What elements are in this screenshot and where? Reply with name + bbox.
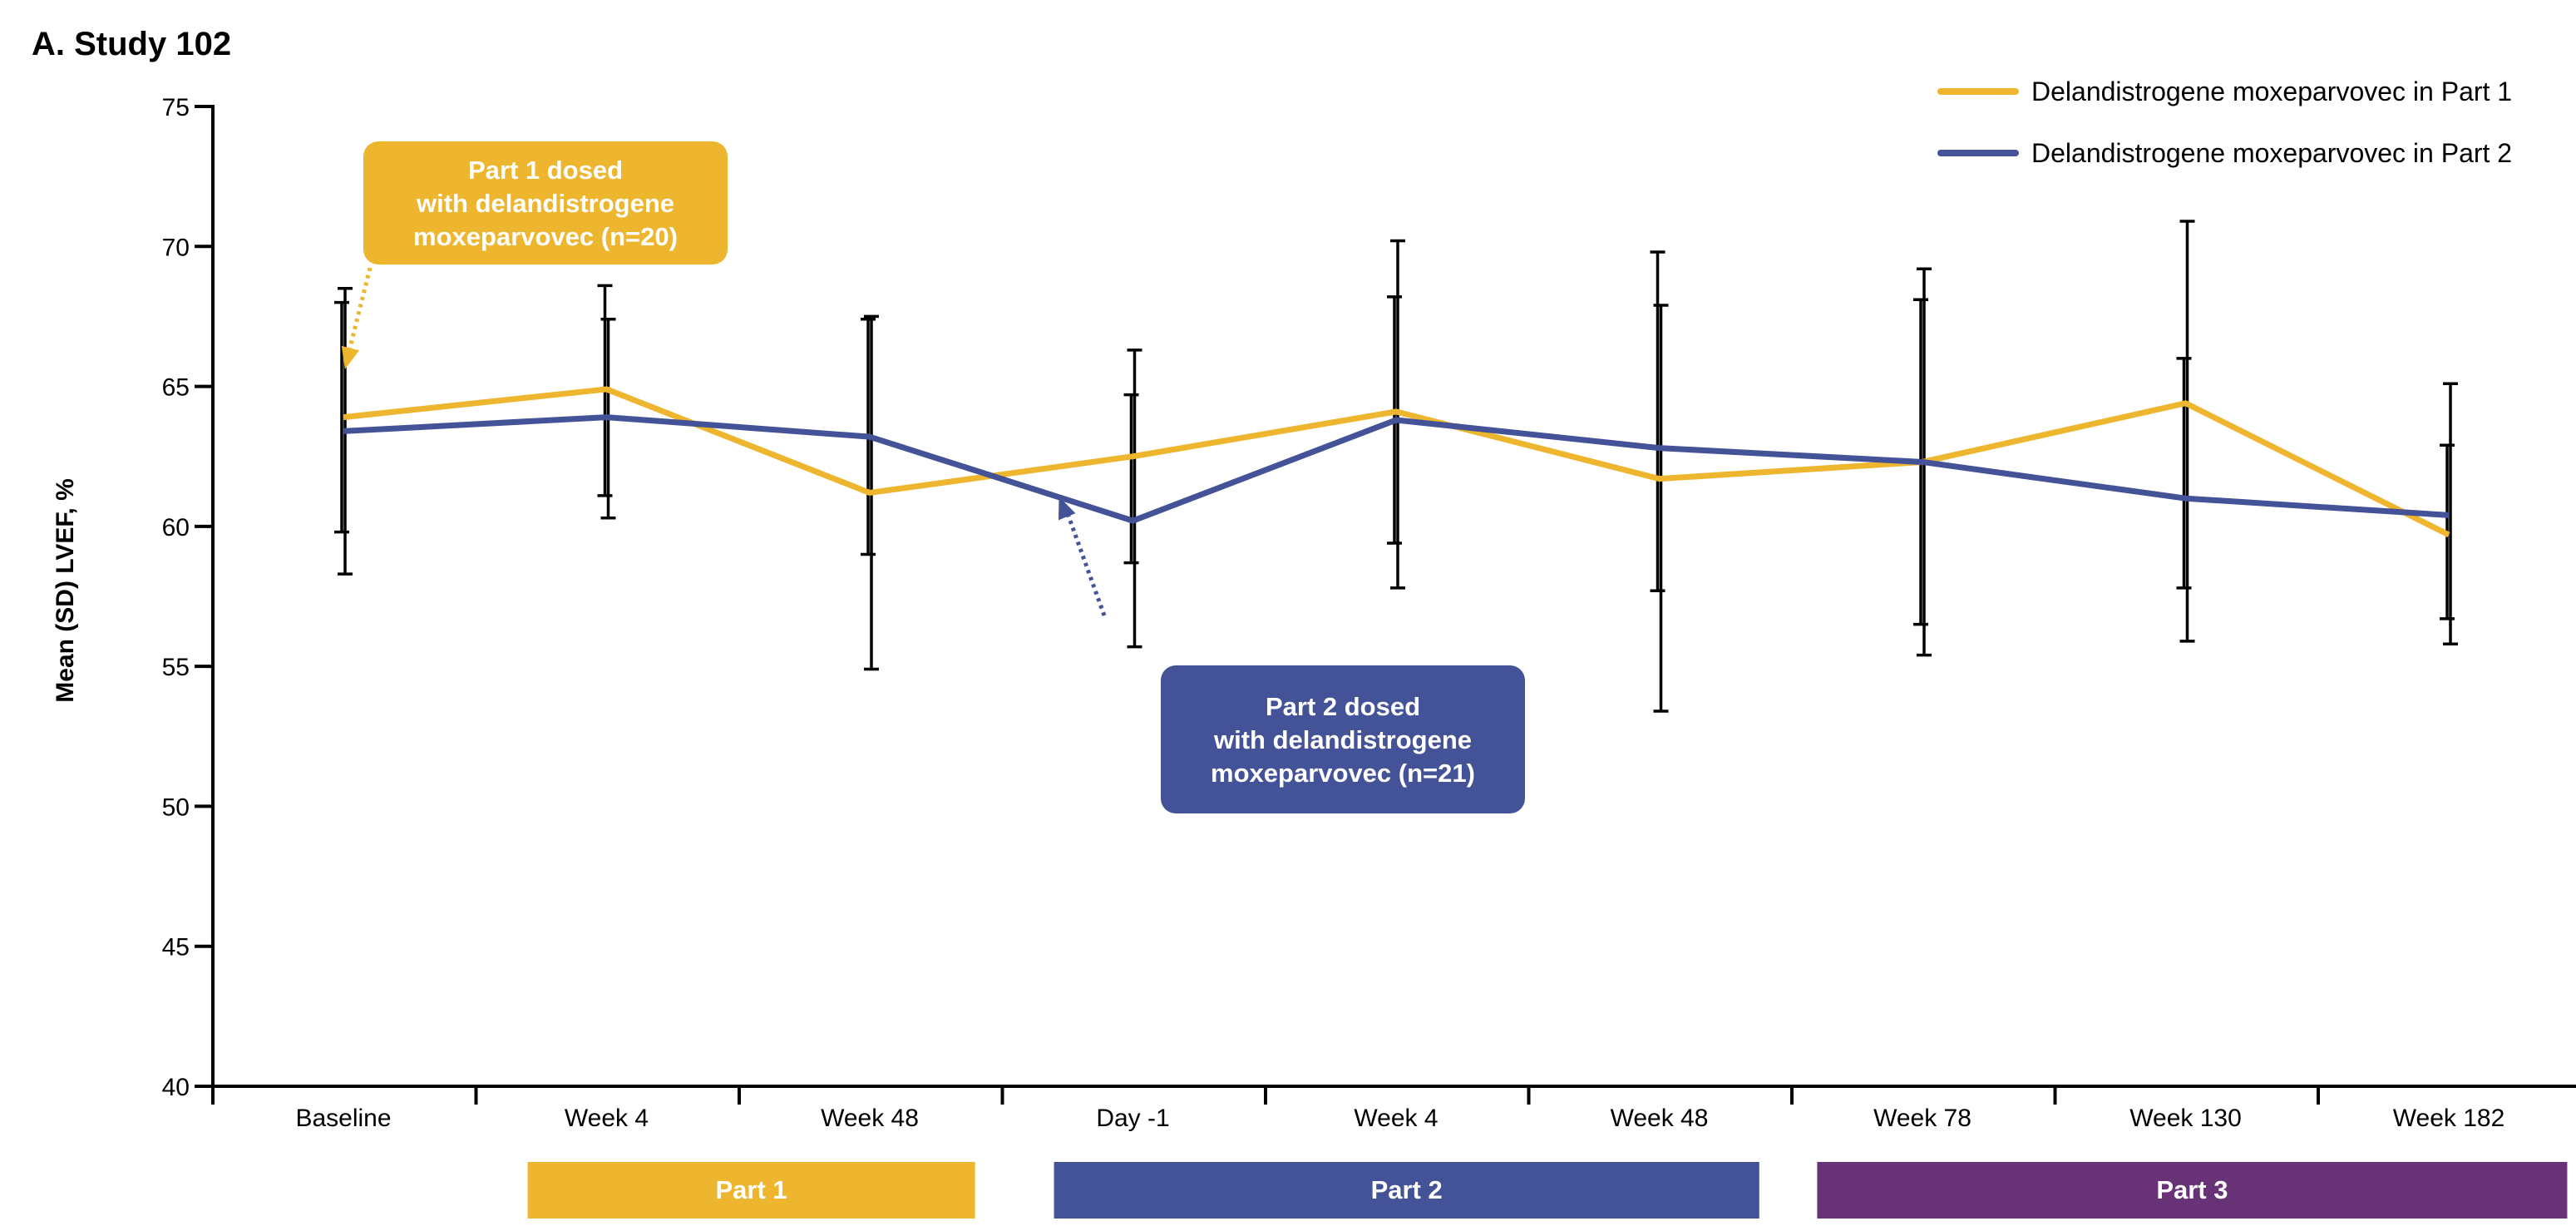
x-tick-label: Week 48: [821, 1105, 919, 1132]
legend-label: Delandistrogene moxeparvovec in Part 1: [2031, 77, 2512, 106]
legend-item-part1: Delandistrogene moxeparvovec in Part 1: [1937, 77, 2512, 106]
data-point: [1659, 447, 1660, 449]
x-tick-label: Baseline: [295, 1105, 391, 1132]
y-axis-ticks: 40 45 50 55 60 65 70 75: [162, 94, 213, 1101]
error-bars: [334, 220, 2458, 713]
band-part-3: Part 3: [1817, 1162, 2568, 1219]
y-tick-label: 50: [162, 793, 190, 821]
callout-text-line: with delandistrogene: [416, 189, 674, 218]
callout-arrow-line: [1062, 502, 1107, 616]
band-rect: [1817, 1162, 2568, 1219]
data-point: [1395, 411, 1397, 413]
series-lines: [343, 386, 2450, 538]
callout-text-line: with delandistrogene: [1213, 725, 1472, 754]
error-bar: [1127, 349, 1142, 649]
error-bar: [1123, 393, 1139, 565]
y-tick-label: 60: [162, 514, 190, 541]
series-line-part2: [343, 414, 2450, 524]
error-bar: [334, 300, 349, 534]
band-rect: [527, 1162, 975, 1219]
callout-text-line: Part 1 dosed: [468, 156, 623, 185]
data-point: [1659, 478, 1660, 480]
band-label: Part 3: [2156, 1175, 2228, 1204]
callout-text-line: Part 2 dosed: [1266, 692, 1420, 721]
data-point: [343, 417, 344, 418]
callout-box: [1161, 665, 1525, 813]
legend-label: Delandistrogene moxeparvovec in Part 2: [2031, 138, 2512, 168]
chart-title: A. Study 102: [32, 26, 231, 62]
y-tick-label: 40: [162, 1074, 190, 1101]
callout-arrowhead: [1059, 497, 1076, 521]
band-label: Part 2: [1371, 1175, 1443, 1204]
x-tick-label: Week 4: [565, 1105, 649, 1132]
legend: Delandistrogene moxeparvovec in Part 1 De…: [1937, 77, 2512, 168]
data-point: [2448, 514, 2450, 516]
callout-arrowhead: [341, 345, 360, 369]
series-line-part1: [343, 386, 2450, 538]
legend-item-part2: Delandistrogene moxeparvovec in Part 2: [1937, 138, 2512, 168]
y-tick-label: 55: [162, 654, 190, 681]
band-part-2: Part 2: [1054, 1162, 1759, 1219]
error-bar: [2179, 220, 2195, 643]
data-point: [606, 388, 607, 390]
callout-text-line: moxeparvovec (n=21): [1211, 759, 1475, 788]
error-bar: [2443, 382, 2458, 645]
callout-text-line: moxeparvovec (n=20): [413, 222, 678, 251]
error-bar: [2176, 357, 2192, 590]
callout-part1: Part 1 dosed with delandistrogene moxeparv…: [341, 141, 728, 369]
data-point: [2448, 534, 2450, 536]
part-bands: Part 1 Part 2 Part 3: [527, 1162, 2568, 1219]
callout-part2: Part 2 dosed with delandistrogene moxeparv…: [1059, 497, 1525, 813]
callout-arrow-line: [344, 267, 373, 362]
band-label: Part 1: [715, 1175, 787, 1204]
error-bar: [1650, 250, 1666, 593]
y-tick-label: 70: [162, 234, 190, 261]
x-tick-label: Week 48: [1611, 1105, 1709, 1132]
x-axis-ticks: Baseline Week 4 Week 48 Day -1 Week 4 Week 48…: [211, 1086, 2505, 1132]
callout-box: [363, 141, 728, 264]
data-point: [2185, 497, 2186, 499]
error-bar: [1653, 304, 1669, 713]
x-tick-label: Day -1: [1096, 1105, 1169, 1132]
y-axis-label: Mean (SD) LVEF, %: [52, 478, 79, 702]
y-tick-label: 65: [162, 374, 190, 402]
band-rect: [1054, 1162, 1759, 1219]
data-point: [343, 430, 344, 432]
x-tick-label: Week 182: [2393, 1105, 2505, 1132]
data-point: [869, 436, 871, 438]
x-tick-label: Week 4: [1354, 1105, 1438, 1132]
band-part-1: Part 1: [527, 1162, 975, 1219]
y-tick-label: 75: [162, 94, 190, 121]
y-tick-label: 45: [162, 934, 190, 962]
x-tick-label: Week 78: [1873, 1105, 1971, 1132]
annotations: Part 1 dosed with delandistrogene moxeparv…: [341, 141, 1525, 813]
data-point: [606, 417, 607, 418]
data-point: [869, 492, 871, 493]
axes: [211, 105, 2576, 1088]
x-tick-label: Week 130: [2129, 1105, 2242, 1132]
data-point: [1395, 419, 1397, 421]
